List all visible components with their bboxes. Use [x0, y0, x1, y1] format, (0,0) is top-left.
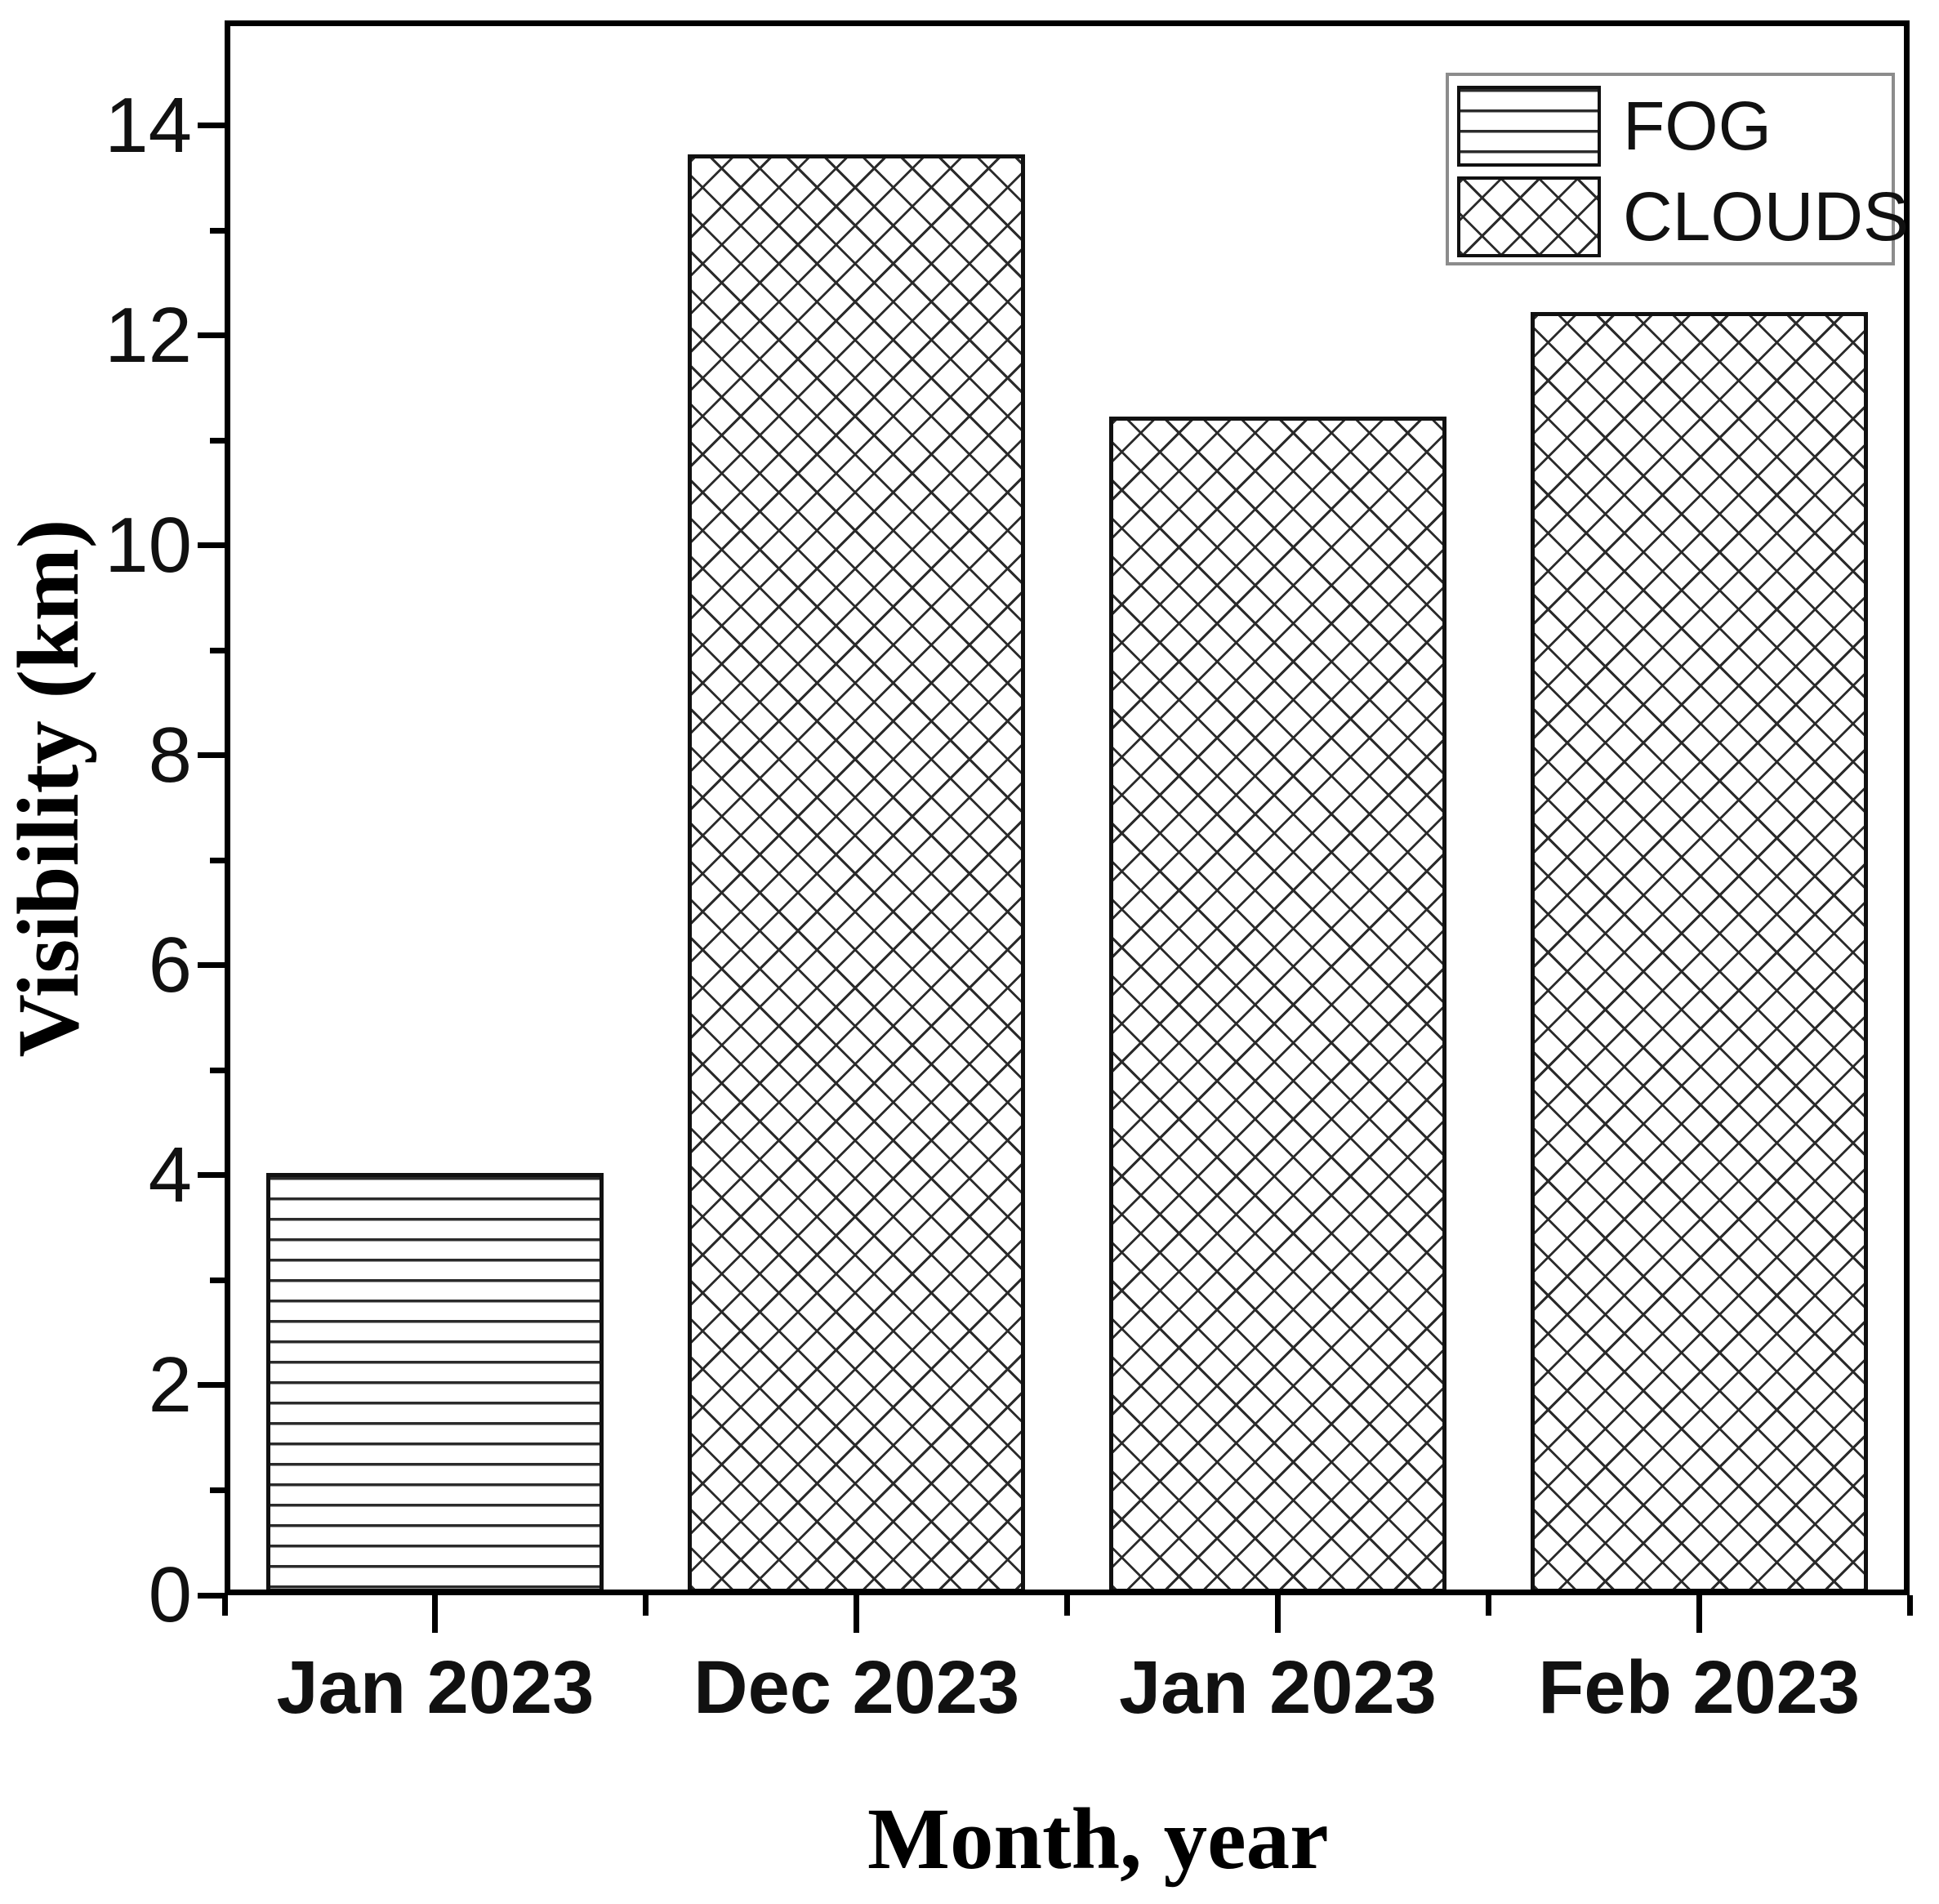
- y-major-tick: [198, 1382, 225, 1389]
- x-major-tick: [1274, 1595, 1281, 1633]
- x-tick-label: Jan 2023: [276, 1646, 595, 1729]
- y-minor-tick: [210, 1487, 225, 1493]
- y-major-tick: [198, 752, 225, 759]
- y-tick-label: 8: [148, 711, 192, 799]
- x-minor-tick: [1485, 1595, 1491, 1616]
- fog-pattern-swatch-icon: [1457, 86, 1601, 167]
- y-major-tick: [198, 542, 225, 549]
- y-tick-label: 12: [105, 291, 192, 379]
- y-tick-label: 14: [105, 81, 192, 169]
- x-minor-tick: [1064, 1595, 1070, 1616]
- y-major-tick: [198, 962, 225, 969]
- y-minor-tick: [210, 437, 225, 444]
- legend-item-fog: FOG: [1457, 86, 1885, 167]
- x-tick-label: Feb 2023: [1538, 1646, 1861, 1729]
- y-major-tick: [198, 123, 225, 129]
- y-minor-tick: [210, 227, 225, 234]
- y-tick-label: 4: [148, 1130, 192, 1219]
- legend-label-fog: FOG: [1623, 87, 1772, 164]
- legend-label-clouds: CLOUDS: [1623, 178, 1910, 255]
- x-minor-tick: [643, 1595, 649, 1616]
- x-major-tick: [1696, 1595, 1702, 1633]
- bar-jan-2023: [266, 1172, 604, 1593]
- legend-item-clouds: CLOUDS: [1457, 176, 1909, 257]
- x-minor-tick: [1906, 1595, 1913, 1616]
- y-major-tick: [198, 1592, 225, 1599]
- y-minor-tick: [210, 1067, 225, 1073]
- y-minor-tick: [210, 647, 225, 653]
- y-tick-label: 10: [105, 501, 192, 589]
- y-tick-label: 6: [148, 921, 192, 1009]
- y-minor-tick: [210, 857, 225, 863]
- x-tick-label: Dec 2023: [693, 1646, 1020, 1729]
- x-major-tick: [432, 1595, 439, 1633]
- legend: FOG CLOUDS: [1446, 73, 1909, 265]
- bar-feb-2023: [1530, 311, 1868, 1593]
- x-axis-title: Month, year: [867, 1791, 1329, 1888]
- y-tick-label: 2: [148, 1340, 192, 1429]
- x-major-tick: [854, 1595, 860, 1633]
- bar-dec-2023: [688, 154, 1026, 1593]
- clouds-pattern-swatch-icon: [1457, 176, 1601, 257]
- y-tick-label: 0: [148, 1551, 192, 1639]
- x-minor-tick: [221, 1595, 228, 1616]
- y-minor-tick: [210, 1277, 225, 1283]
- y-major-tick: [198, 332, 225, 339]
- bar-jan-2023: [1108, 417, 1446, 1593]
- plot-area: [225, 20, 1910, 1595]
- x-tick-label: Jan 2023: [1118, 1646, 1437, 1729]
- y-major-tick: [198, 1172, 225, 1179]
